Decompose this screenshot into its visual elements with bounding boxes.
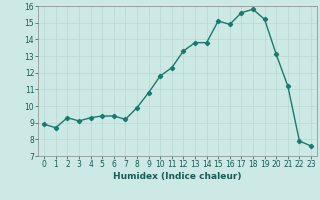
X-axis label: Humidex (Indice chaleur): Humidex (Indice chaleur) — [113, 172, 242, 181]
